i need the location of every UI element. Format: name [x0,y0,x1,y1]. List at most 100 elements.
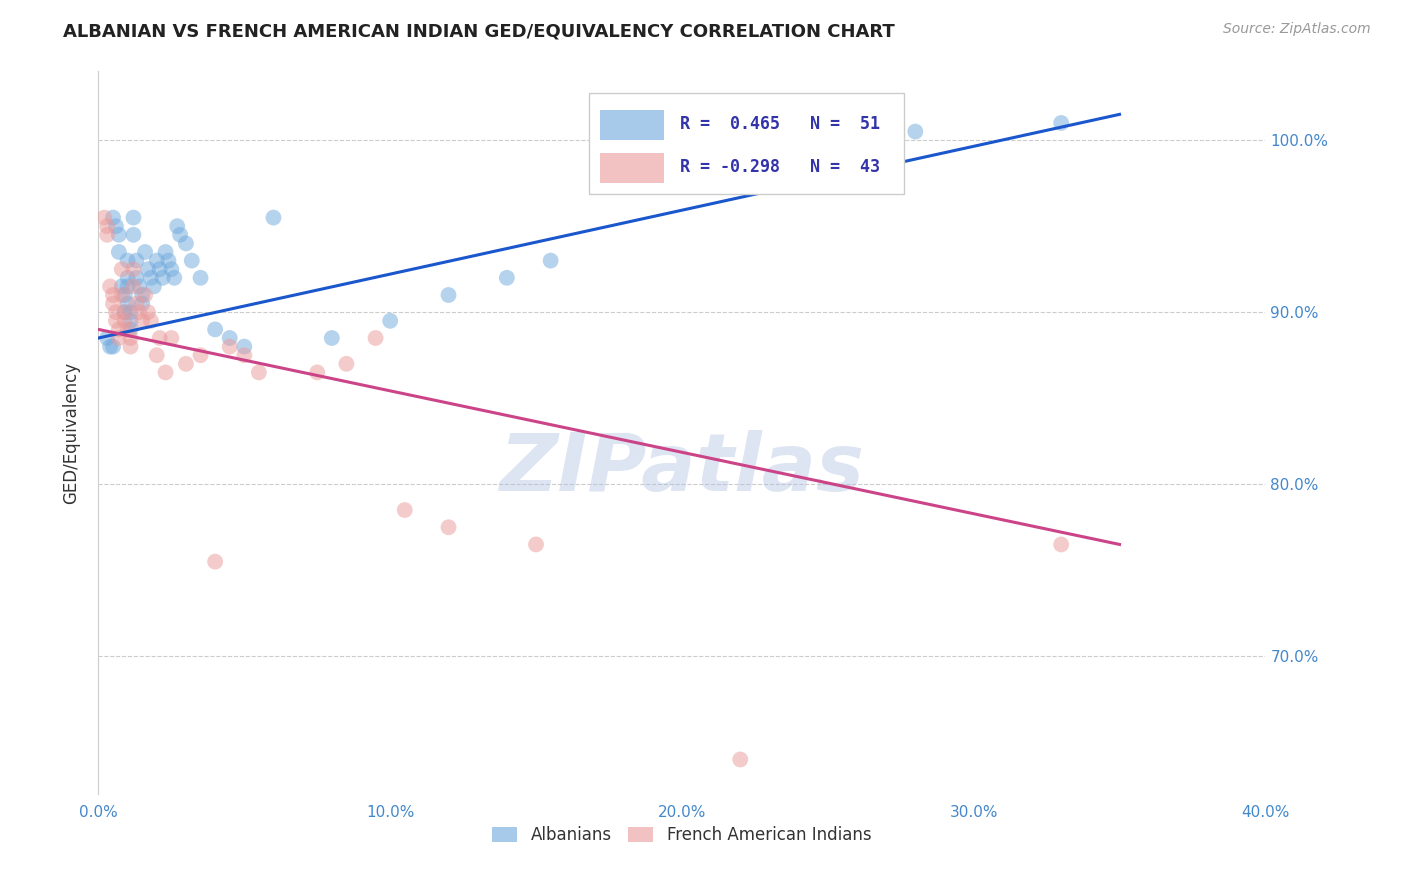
Point [111,288,134,302]
Point [142,279,165,293]
Point [111,279,134,293]
Point [166,219,188,234]
Point [157,253,180,268]
Point [108,322,131,336]
Point [108,331,131,345]
Y-axis label: GED/Equivalency: GED/Equivalency [62,361,80,504]
Point [117,270,139,285]
Point [93,211,115,225]
Point [233,340,256,354]
Point [125,270,148,285]
Point [96,219,118,234]
Point [307,366,329,380]
Point [190,348,212,362]
Point [174,357,197,371]
Point [111,262,134,277]
Point [114,288,136,302]
Point [160,262,183,277]
Point [160,331,183,345]
Point [114,305,136,319]
Point [149,331,172,345]
Point [120,322,142,336]
Point [108,244,131,259]
Text: R = -0.298   N =  43: R = -0.298 N = 43 [679,159,880,177]
Point [101,340,124,354]
Point [125,253,148,268]
Point [117,253,139,268]
Point [155,244,177,259]
Point [730,752,752,766]
Point [122,227,145,242]
Point [104,314,127,328]
Point [120,331,142,345]
Point [169,227,191,242]
Point [131,296,153,310]
Point [125,296,148,310]
Point [321,331,343,345]
Point [139,270,162,285]
Point [139,314,162,328]
Point [117,279,139,293]
Point [131,314,153,328]
Point [98,340,121,354]
Point [122,262,145,277]
Point [180,253,202,268]
Point [146,253,169,268]
Point [104,305,127,319]
Point [155,366,177,380]
Point [128,279,150,293]
Point [131,288,153,302]
Point [120,314,142,328]
Point [364,331,387,345]
Point [114,314,136,328]
Point [96,227,118,242]
Text: ALBANIAN VS FRENCH AMERICAN INDIAN GED/EQUIVALENCY CORRELATION CHART: ALBANIAN VS FRENCH AMERICAN INDIAN GED/E… [63,22,896,40]
Point [233,348,256,362]
Point [101,288,124,302]
Text: ZIPatlas: ZIPatlas [499,430,865,508]
Text: R =  0.465   N =  51: R = 0.465 N = 51 [679,115,880,133]
Point [96,331,118,345]
Point [524,537,547,551]
Point [263,211,285,225]
Point [204,555,226,569]
Point [218,331,240,345]
Point [98,279,121,293]
Legend: Albanians, French American Indians: Albanians, French American Indians [485,819,879,851]
Point [190,270,212,285]
Point [1050,116,1073,130]
Point [496,270,519,285]
Point [394,503,416,517]
Point [1050,537,1073,551]
Point [204,322,226,336]
Point [120,305,142,319]
Point [117,296,139,310]
Point [149,262,172,277]
FancyBboxPatch shape [600,153,665,184]
Point [128,305,150,319]
Point [136,305,159,319]
Point [163,270,186,285]
Point [218,340,240,354]
Point [114,305,136,319]
Point [247,366,270,380]
Point [136,262,159,277]
Point [540,253,562,268]
Point [117,322,139,336]
Point [335,357,357,371]
Point [380,314,402,328]
Point [120,340,142,354]
FancyBboxPatch shape [600,110,665,140]
Point [101,296,124,310]
FancyBboxPatch shape [589,93,904,194]
Point [134,288,156,302]
Point [101,211,124,225]
Point [122,279,145,293]
Point [146,348,169,362]
Point [437,288,460,302]
Point [174,236,197,251]
Point [134,244,156,259]
Point [437,520,460,534]
Text: Source: ZipAtlas.com: Source: ZipAtlas.com [1223,22,1371,37]
Point [108,227,131,242]
